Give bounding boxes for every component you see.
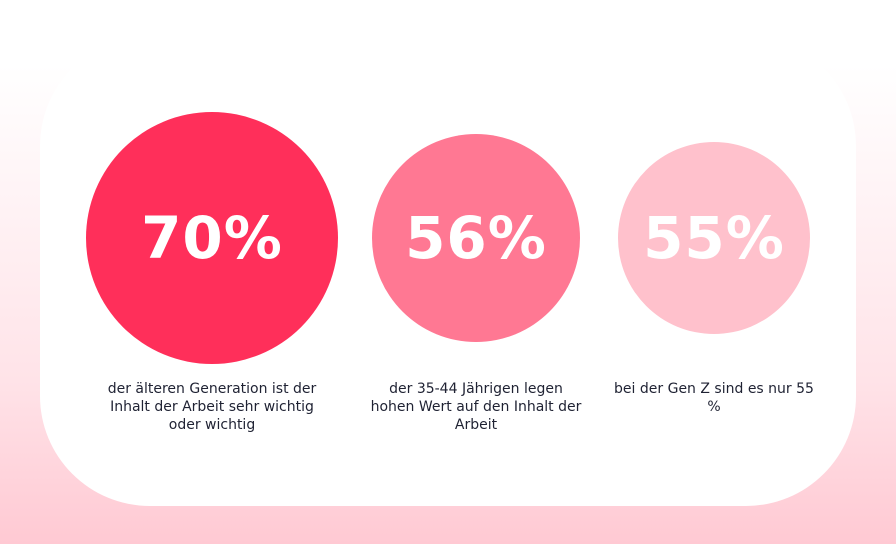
- stat-value-55: 55%: [643, 204, 785, 272]
- stat-bubble-55: 55%: [618, 142, 810, 334]
- stat-caption-gen-z: bei der Gen Z sind es nur 55 %: [614, 381, 814, 415]
- stat-bubble-56: 56%: [372, 134, 580, 342]
- stat-bubble-70: 70%: [86, 112, 338, 364]
- stat-caption-35-44: der 35-44 Jährigen legen hohen Wert auf …: [370, 381, 582, 433]
- stat-caption-older-generation: der älteren Generation ist der Inhalt de…: [107, 381, 317, 433]
- stat-value-56: 56%: [405, 204, 547, 272]
- stat-value-70: 70%: [141, 204, 283, 272]
